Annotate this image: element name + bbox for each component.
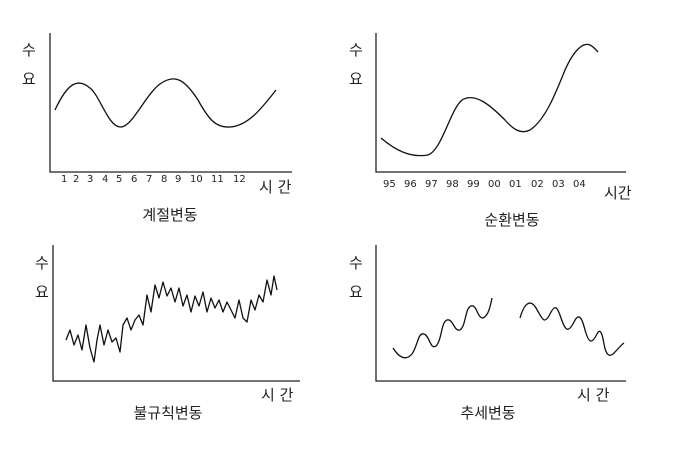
panel-caption: 순환변동 (484, 211, 539, 229)
tick-label: 97 (425, 179, 438, 190)
tick-label: 96 (404, 179, 417, 190)
x-ticks: 95 96 97 98 99 00 01 02 03 04 (383, 179, 586, 190)
x-label: 시간 (604, 184, 632, 202)
tick-label: 6 (131, 174, 137, 185)
panel-caption: 불규칙변동 (133, 404, 202, 422)
y-label-bottom: 요 (22, 70, 36, 88)
panel-irregular: 수 요 시 간 불규칙변동 (35, 245, 300, 422)
tick-label: 3 (87, 174, 93, 185)
tick-label: 2 (73, 174, 79, 185)
tick-label: 98 (446, 179, 459, 190)
tick-label: 03 (552, 179, 565, 190)
x-label: 시 간 (259, 178, 292, 196)
axes (49, 33, 292, 173)
panel-trend: 수 요 시 간 추세변동 (349, 245, 626, 422)
irregular-curve (65, 275, 278, 363)
tick-label: 01 (509, 179, 522, 190)
panel-cyclical: 수 요 95 96 97 98 99 00 01 02 03 04 시간 순환변… (349, 33, 632, 229)
tick-label: 99 (467, 179, 480, 190)
panel-seasonal: 수 요 1 2 3 4 5 6 7 8 9 10 11 12 시 간 계절변동 (22, 33, 292, 224)
tick-label: 9 (175, 174, 181, 185)
tick-label: 12 (233, 174, 246, 185)
y-label-bottom: 요 (35, 283, 49, 301)
x-label: 시 간 (577, 386, 610, 404)
y-label-bottom: 요 (349, 283, 363, 301)
tick-label: 8 (161, 174, 167, 185)
trend-curve-rising (392, 297, 493, 359)
axes (52, 245, 300, 382)
axes (375, 245, 626, 382)
tick-label: 02 (531, 179, 544, 190)
y-label-top: 수 (22, 41, 36, 59)
tick-label: 1 (61, 174, 67, 185)
x-ticks: 1 2 3 4 5 6 7 8 9 10 11 12 (61, 174, 246, 185)
tick-label: 95 (383, 179, 396, 190)
cyclical-curve (380, 43, 599, 157)
panel-caption: 계절변동 (142, 206, 197, 224)
y-label-top: 수 (349, 254, 363, 272)
tick-label: 4 (102, 174, 108, 185)
tick-label: 11 (211, 174, 224, 185)
y-label-top: 수 (35, 254, 49, 272)
x-label: 시 간 (261, 386, 294, 404)
tick-label: 10 (190, 174, 203, 185)
tick-label: 04 (573, 179, 586, 190)
trend-curve-falling (519, 302, 625, 356)
y-label-bottom: 요 (349, 70, 363, 88)
panel-caption: 추세변동 (460, 404, 515, 422)
tick-label: 00 (488, 179, 501, 190)
axes (375, 33, 626, 173)
y-label-top: 수 (349, 41, 363, 59)
seasonal-curve (54, 78, 277, 128)
tick-label: 7 (146, 174, 152, 185)
tick-label: 5 (116, 174, 122, 185)
